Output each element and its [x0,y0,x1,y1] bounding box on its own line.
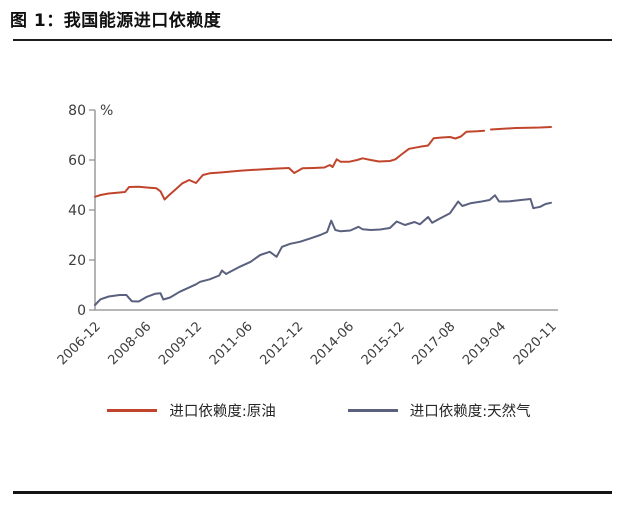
x-tick-label: 2006-12 [55,319,104,368]
legend-label-gas: 进口依赖度:天然气 [409,404,531,420]
legend-item-oil: 进口依赖度:原油 [107,400,276,421]
top-divider [13,39,612,41]
figure-title: 图 1：我国能源进口依赖度 [10,11,222,31]
x-tick-label: 2008-06 [105,319,154,368]
x-tick-label: 2020-11 [511,319,560,368]
y-tick-label: 20 [68,253,86,269]
y-tick-label: 60 [68,153,86,169]
chart-area: 0 20 40 60 80% 2006-12 2008-06 2009-12 2011-06 20… [0,95,638,385]
oil-series-line [489,126,552,131]
y-tick-label: 80 [68,103,86,119]
bottom-divider [13,491,612,494]
oil-line-swatch [107,409,158,412]
legend-item-gas: 进口依赖度:天然气 [347,400,531,421]
gas-line-swatch [347,409,398,412]
legend-label-oil: 进口依赖度:原油 [169,404,276,420]
x-tick-label: 2015-12 [359,319,408,368]
y-tick-label: 0 [77,303,86,319]
chart-legend: 进口依赖度:原油 进口依赖度:天然气 [0,400,638,421]
x-tick-label: 2019-04 [460,319,509,368]
y-unit-label: % [100,103,113,119]
gas-series-line [94,194,552,306]
x-tick-label: 2014-06 [308,319,357,368]
x-tick-label: 2017-08 [409,319,458,368]
x-tick-label: 2009-12 [156,319,205,368]
x-tick-label: 2012-12 [257,319,306,368]
oil-series-line [94,129,486,201]
y-tick-label: 40 [68,203,86,219]
x-tick-label: 2011-06 [207,319,256,368]
